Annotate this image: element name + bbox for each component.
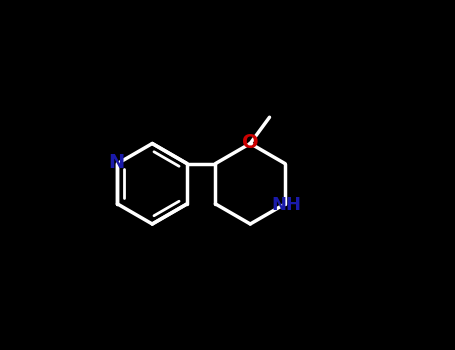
Text: N: N (108, 153, 125, 173)
Text: O: O (242, 133, 258, 152)
Text: NH: NH (272, 196, 302, 214)
